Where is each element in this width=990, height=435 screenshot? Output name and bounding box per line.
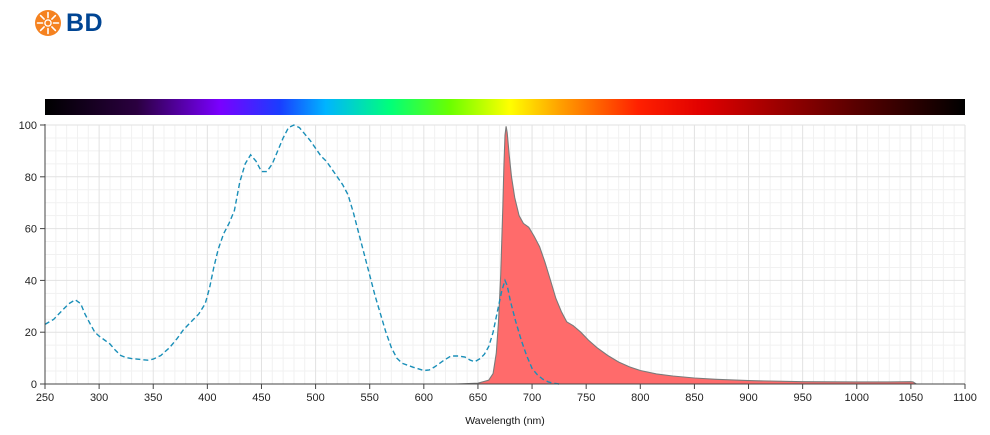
x-tick-label: 850 bbox=[685, 392, 703, 404]
x-tick-label: 1050 bbox=[899, 392, 923, 404]
y-tick-label: 20 bbox=[25, 327, 37, 339]
sunburst-icon bbox=[35, 10, 61, 36]
bd-logo: BD bbox=[34, 9, 103, 37]
spectrum-color-bar bbox=[45, 99, 965, 115]
y-tick-label: 40 bbox=[25, 275, 37, 287]
x-tick-label: 700 bbox=[523, 392, 541, 404]
x-tick-label: 600 bbox=[415, 392, 433, 404]
x-tick-label: 400 bbox=[198, 392, 216, 404]
x-tick-label: 450 bbox=[252, 392, 270, 404]
y-tick-label: 60 bbox=[25, 224, 37, 236]
x-tick-label: 950 bbox=[793, 392, 811, 404]
excitation-line bbox=[44, 124, 560, 385]
x-tick-label: 800 bbox=[631, 392, 649, 404]
y-tick-label: 100 bbox=[19, 120, 37, 132]
y-tick-label: 0 bbox=[31, 379, 37, 391]
x-axis-title: Wavelength (nm) bbox=[465, 415, 545, 427]
y-tick-label: 80 bbox=[25, 172, 37, 184]
x-tick-label: 350 bbox=[144, 392, 162, 404]
x-tick-label: 250 bbox=[36, 392, 54, 404]
axes: 250 300 350 400 450 500 550 600 650 700 750 800 850 9… bbox=[19, 120, 977, 404]
logo-burst-rays bbox=[36, 11, 60, 35]
x-tick-label: 750 bbox=[577, 392, 595, 404]
series-layer bbox=[44, 124, 919, 385]
x-tick-label: 300 bbox=[90, 392, 108, 404]
x-tick-label: 550 bbox=[361, 392, 379, 404]
emission-area bbox=[456, 126, 919, 385]
x-tick-label: 500 bbox=[306, 392, 324, 404]
x-tick-label: 1100 bbox=[953, 392, 977, 404]
logo-text: BD bbox=[66, 9, 104, 37]
x-tick-label: 650 bbox=[469, 392, 487, 404]
x-tick-label: 900 bbox=[739, 392, 757, 404]
x-tick-label: 1000 bbox=[845, 392, 869, 404]
logo-burst-core bbox=[45, 20, 51, 26]
